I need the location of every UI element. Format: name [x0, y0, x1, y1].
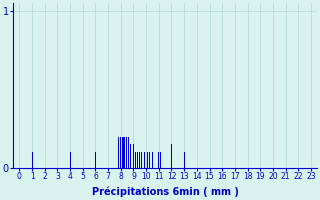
Bar — [120, 137, 121, 168]
Bar — [147, 152, 148, 168]
X-axis label: Précipitations 6min ( mm ): Précipitations 6min ( mm ) — [92, 187, 239, 197]
Bar — [118, 137, 119, 168]
Bar — [32, 152, 33, 168]
Bar — [126, 137, 127, 168]
Bar — [152, 152, 153, 168]
Bar — [135, 152, 136, 168]
Bar — [140, 152, 141, 168]
Bar — [124, 137, 125, 168]
Bar — [128, 137, 129, 168]
Bar — [142, 152, 143, 168]
Bar — [123, 137, 124, 168]
Bar — [139, 152, 140, 168]
Bar — [149, 152, 150, 168]
Bar — [95, 152, 96, 168]
Bar — [184, 152, 185, 168]
Bar — [133, 144, 134, 168]
Bar — [137, 152, 138, 168]
Bar — [158, 152, 159, 168]
Bar — [160, 152, 161, 168]
Bar — [171, 144, 172, 168]
Bar — [122, 137, 123, 168]
Bar — [130, 144, 131, 168]
Bar — [144, 152, 145, 168]
